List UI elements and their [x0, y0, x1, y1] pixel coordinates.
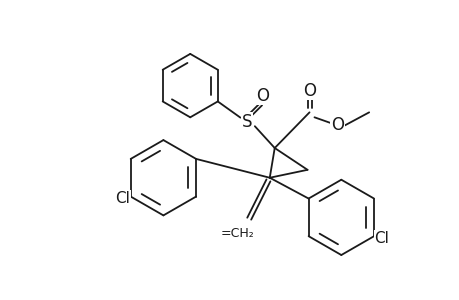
Text: Cl: Cl — [374, 231, 389, 246]
Text: O: O — [302, 82, 315, 100]
Text: =CH₂: =CH₂ — [221, 227, 254, 240]
Text: O: O — [256, 86, 269, 104]
Text: O: O — [330, 116, 343, 134]
Text: S: S — [241, 113, 252, 131]
Text: Cl: Cl — [115, 191, 130, 206]
